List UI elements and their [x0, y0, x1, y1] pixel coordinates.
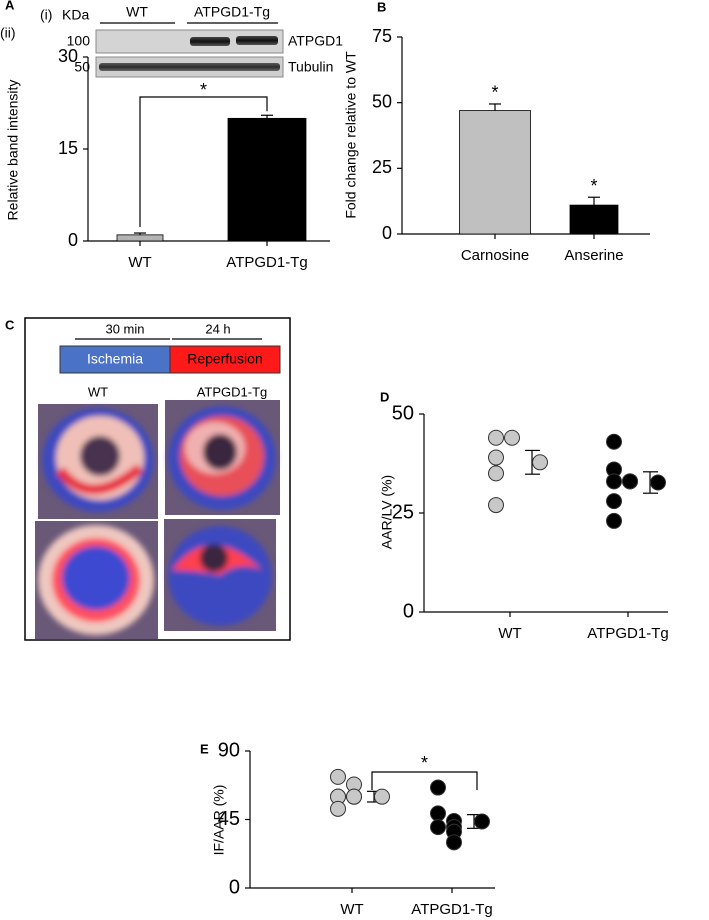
mean-point [532, 454, 548, 471]
data-point [504, 429, 520, 446]
data-point [622, 473, 638, 490]
mean-point [474, 813, 490, 830]
significance-star: * [421, 753, 428, 773]
y-tick-label: 0 [229, 876, 240, 898]
significance-star: * [200, 80, 207, 100]
y-tick-label: 15 [58, 138, 78, 158]
data-point [430, 819, 446, 836]
panel-frame [24, 317, 291, 641]
blot-group: WT [126, 4, 148, 20]
blot-band [190, 37, 230, 46]
bar [227, 117, 307, 242]
y-axis-label: Fold change relative to WT [343, 51, 359, 219]
heart-slice [38, 404, 158, 519]
y-tick-label: 0 [68, 230, 78, 250]
x-tick-label: WT [340, 901, 363, 918]
blot-protein: Tubulin [288, 59, 333, 75]
time-label: 24 h [205, 321, 230, 336]
x-tick-label: WT [128, 254, 151, 271]
y-tick-label: 0 [403, 600, 414, 622]
data-point [488, 449, 504, 466]
data-point [330, 768, 346, 785]
data-point [346, 788, 362, 805]
blot-unit: KDa [62, 7, 89, 23]
x-tick-label: Anserine [564, 247, 623, 264]
x-tick-label: WT [498, 625, 521, 642]
blot-size: 100 [67, 33, 91, 49]
data-point [430, 779, 446, 796]
protocol-panel: C 30 min 24 h Ischemia Reperfusion WT AT… [5, 317, 291, 641]
x-tick-label: ATPGD1-Tg [587, 625, 668, 642]
data-point [488, 429, 504, 446]
y-tick-label: 25 [372, 157, 392, 177]
significance-star: * [491, 83, 498, 103]
blot-size: 50 [74, 59, 90, 75]
data-point [330, 800, 346, 817]
heart-images [35, 400, 280, 639]
time-label: 30 min [105, 321, 144, 336]
heart-slice [35, 521, 158, 639]
x-tick-label: Carnosine [461, 247, 529, 264]
panel-letter: A [5, 0, 15, 12]
mean-point [374, 788, 390, 805]
y-tick-label: 90 [218, 739, 240, 761]
heart-slice [164, 519, 276, 631]
blot-strip [95, 29, 284, 54]
x-tick-label: ATPGD1-Tg [226, 254, 307, 271]
y-axis-label: AAR/LV (%) [379, 475, 395, 549]
heart-slice [165, 400, 280, 515]
y-axis-label: Relative band intensity [5, 80, 21, 221]
reperfusion-bar [169, 345, 281, 374]
panel-letter: D [380, 389, 389, 404]
mean-point [650, 474, 666, 491]
phase-label: Ischemia [87, 351, 143, 367]
significance-star: * [590, 176, 597, 196]
data-point [446, 834, 462, 851]
image-label: ATPGD1-Tg [197, 384, 268, 399]
y-tick-label: 0 [382, 223, 392, 243]
data-point [430, 805, 446, 822]
y-tick-label: 75 [372, 26, 392, 46]
data-point [488, 497, 504, 514]
blot-label-ii: (ii) [0, 25, 16, 41]
data-point [488, 465, 504, 482]
panel-letter: E [200, 741, 209, 756]
y-tick-label: 30 [58, 46, 78, 66]
significance-bracket [139, 96, 268, 228]
panel-letter: B [377, 0, 386, 14]
blot-band [99, 63, 280, 71]
y-tick-label: 45 [218, 808, 240, 830]
data-point [606, 493, 622, 510]
significance-bracket [371, 771, 478, 790]
bar [569, 204, 619, 235]
blot-band [236, 36, 278, 45]
blot-label-i: (i) [40, 7, 52, 23]
data-point [606, 473, 622, 490]
y-tick-label: 50 [372, 91, 392, 111]
blot-group: ATPGD1-Tg [194, 4, 270, 20]
data-point [606, 512, 622, 529]
bar [459, 110, 531, 235]
y-tick-label: 50 [392, 402, 414, 424]
y-tick-label: 25 [392, 501, 414, 523]
panel-letter: C [5, 317, 15, 332]
x-tick-label: ATPGD1-Tg [411, 901, 492, 918]
blot-protein: ATPGD1 [288, 33, 343, 49]
bar [116, 234, 164, 242]
phase-label: Reperfusion [187, 351, 263, 367]
y-axis-label: IF/AAR (%) [211, 785, 227, 856]
image-label: WT [88, 384, 108, 399]
western-blot: (i) (ii) KDa WT ATPGD1-Tg 100 50 ATPGD1 … [0, 4, 343, 78]
data-point [606, 433, 622, 450]
